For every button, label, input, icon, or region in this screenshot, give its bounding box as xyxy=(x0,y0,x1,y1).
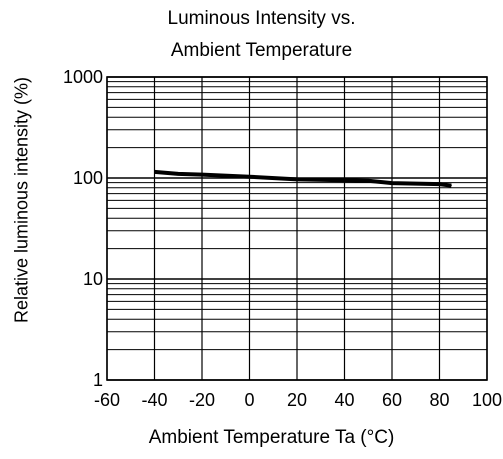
data-point xyxy=(450,185,452,187)
x-tick-label: -20 xyxy=(189,390,215,410)
x-tick-label: 100 xyxy=(472,390,502,410)
x-tick-label: 20 xyxy=(287,390,307,410)
y-tick-label: 1000 xyxy=(63,67,103,87)
x-axis-label: Ambient Temperature Ta (°C) xyxy=(148,427,395,448)
x-tick-label: 80 xyxy=(429,390,449,410)
chart-subtitle: Ambient Temperature xyxy=(170,40,353,61)
data-point xyxy=(154,171,155,173)
x-tick-label: 40 xyxy=(334,390,354,410)
data-point xyxy=(201,174,203,176)
data-point xyxy=(296,178,298,180)
x-tick-label: -60 xyxy=(94,390,120,410)
data-point xyxy=(249,176,250,178)
x-tick-label: -40 xyxy=(141,390,167,410)
data-point xyxy=(367,180,369,182)
data-point xyxy=(391,182,393,184)
series-line xyxy=(154,169,452,188)
y-tick-label: 100 xyxy=(73,168,103,188)
data-point xyxy=(177,173,179,175)
x-tick-label: 0 xyxy=(244,390,254,410)
y-tick-label: 10 xyxy=(83,269,103,289)
data-point xyxy=(439,183,440,185)
x-tick-label: 60 xyxy=(382,390,402,410)
data-point xyxy=(344,179,345,181)
y-tick-label: 1 xyxy=(93,370,103,390)
plot-frame xyxy=(106,76,488,381)
chart-title: Luminous Intensity vs. xyxy=(167,8,356,29)
